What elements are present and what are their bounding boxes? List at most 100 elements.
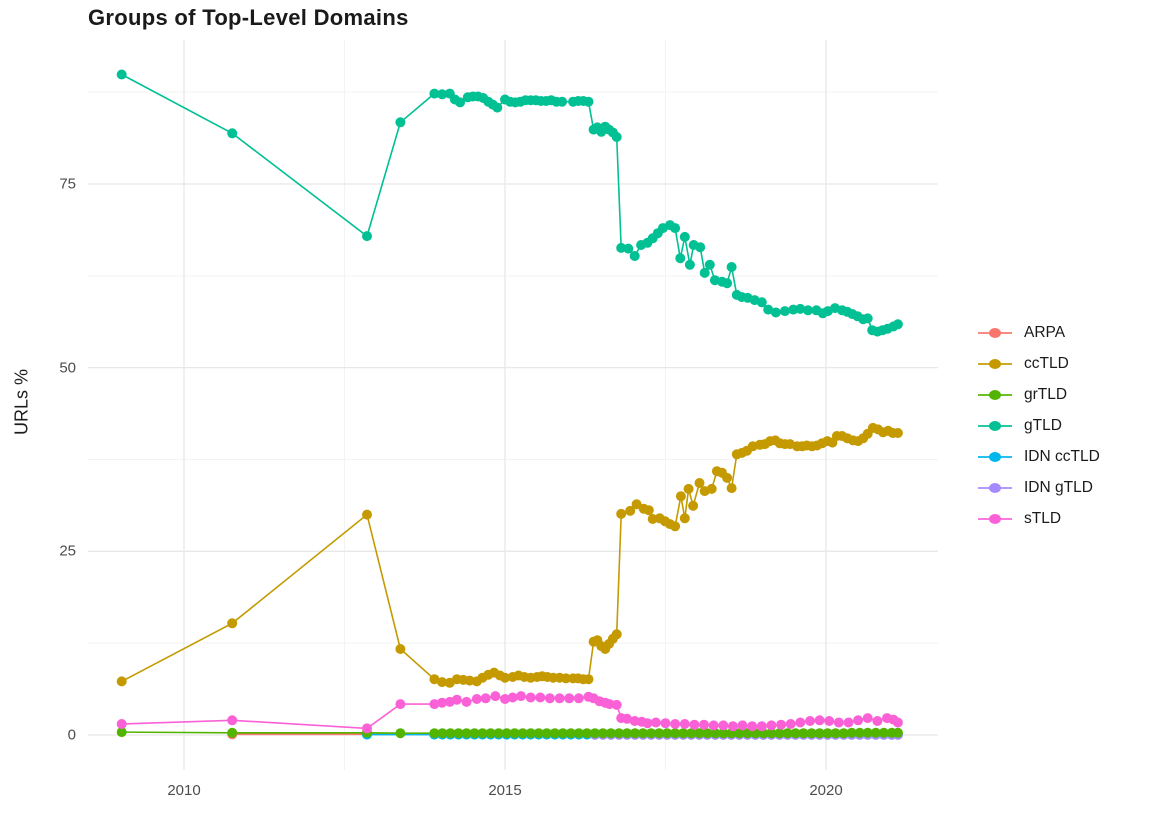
series-grtld-point bbox=[892, 727, 903, 738]
series-stld-point bbox=[660, 718, 671, 729]
series-cctld-point bbox=[616, 508, 627, 519]
series-stld-point bbox=[490, 691, 501, 702]
series-stld-point bbox=[670, 719, 681, 729]
series-grtld-point bbox=[517, 728, 528, 739]
series-stld-point bbox=[650, 717, 661, 728]
series-grtld-point bbox=[573, 728, 584, 739]
series-grtld-point bbox=[461, 728, 472, 739]
series-stld-point bbox=[872, 716, 883, 726]
chart-title: Groups of Top-Level Domains bbox=[88, 5, 409, 30]
series-grtld-point bbox=[702, 728, 713, 739]
series-stld-point bbox=[554, 693, 565, 704]
series-cctld-point bbox=[500, 672, 510, 683]
series-gtld-point bbox=[726, 262, 737, 272]
legend-key-idn-cctld-icon bbox=[978, 451, 1012, 463]
series-cctld-line bbox=[121, 426, 898, 684]
y-tick-label-25: 25 bbox=[59, 542, 76, 560]
series-grtld-point bbox=[630, 728, 640, 739]
series-gtld-point bbox=[795, 303, 806, 314]
series-grtld-point bbox=[469, 728, 480, 739]
series-stld-point bbox=[824, 716, 835, 726]
y-tick-label-75: 75 bbox=[59, 175, 76, 193]
series-stld-point bbox=[642, 718, 653, 729]
series-stld-point bbox=[795, 717, 806, 728]
series-gtld-point bbox=[756, 297, 767, 308]
series-stld-point bbox=[699, 719, 709, 730]
series-stld-point bbox=[573, 693, 584, 704]
legend-item-cctld: ccTLD bbox=[978, 348, 1100, 379]
series-grtld-point bbox=[541, 728, 552, 739]
series-gtld-point bbox=[227, 128, 238, 139]
series-gtld-point bbox=[670, 223, 681, 234]
legend-item-stld: sTLD bbox=[978, 503, 1100, 534]
series-grtld-point bbox=[533, 728, 544, 739]
series-stld-point bbox=[679, 719, 690, 729]
series-cctld-point bbox=[683, 483, 694, 494]
series-stld-point bbox=[843, 717, 854, 728]
series-cctld-point bbox=[395, 644, 406, 654]
series-stld-point bbox=[516, 691, 526, 702]
series-cctld-point bbox=[726, 483, 737, 494]
series-gtld bbox=[116, 69, 903, 337]
series-grtld-point bbox=[774, 728, 785, 739]
legend-key-gtld-icon bbox=[978, 420, 1012, 432]
series-stld-point bbox=[776, 719, 787, 730]
series-stld-point bbox=[727, 721, 738, 732]
series-grtld-point bbox=[501, 728, 512, 739]
series-cctld-point bbox=[362, 509, 372, 520]
series-grtld-point bbox=[581, 728, 592, 739]
series-stld-point bbox=[525, 692, 536, 703]
series-gtld-point bbox=[395, 117, 406, 128]
series-gtld-point bbox=[803, 305, 813, 316]
series-grtld-point bbox=[830, 728, 841, 739]
series-cctld-point bbox=[429, 674, 440, 685]
series-cctld-point bbox=[675, 491, 686, 502]
series-grtld-point bbox=[838, 728, 849, 739]
legend-item-grtld: grTLD bbox=[978, 379, 1100, 410]
series-grtld-point bbox=[694, 728, 705, 739]
series-stld-point bbox=[611, 699, 622, 710]
series-gtld-point bbox=[492, 102, 503, 113]
series-grtld-point bbox=[525, 728, 536, 739]
series-stld-point bbox=[544, 693, 555, 704]
series-stld-point bbox=[718, 720, 729, 731]
series-grtld-point bbox=[846, 727, 857, 738]
series-cctld-point bbox=[561, 673, 571, 684]
legend: ARPA ccTLD grTLD gTLD IDN ccTLD IDN gTLD… bbox=[978, 317, 1100, 534]
series-grtld-point bbox=[227, 727, 238, 738]
series-grtld-point bbox=[549, 728, 560, 739]
series-grtld-point bbox=[870, 727, 881, 738]
series-stld-point bbox=[437, 697, 448, 708]
series-gtld-point bbox=[695, 242, 706, 253]
series-stld-point bbox=[535, 692, 546, 703]
series-gtld-point bbox=[116, 69, 127, 80]
series-grtld-point bbox=[437, 728, 448, 739]
series-cctld-point bbox=[227, 618, 238, 629]
series-grtld-point bbox=[718, 728, 729, 739]
series-stld-point bbox=[708, 720, 719, 731]
series-gtld-point bbox=[362, 231, 372, 242]
series-grtld-point bbox=[862, 727, 873, 738]
series-stld-point bbox=[622, 713, 632, 724]
series-gtld-point bbox=[623, 243, 634, 254]
series-grtld-point bbox=[766, 728, 777, 739]
series-gtld-point bbox=[770, 307, 781, 318]
series-grtld-point bbox=[614, 728, 624, 739]
series-gtld-point bbox=[892, 319, 903, 330]
series-stld-point bbox=[785, 719, 796, 729]
series-stld-point bbox=[429, 699, 440, 710]
legend-label: sTLD bbox=[1024, 509, 1062, 527]
series-cctld-point bbox=[583, 674, 594, 685]
series-stld-point bbox=[766, 720, 777, 731]
legend-item-gtld: gTLD bbox=[978, 410, 1100, 441]
series-grtld-point bbox=[662, 728, 673, 739]
series-cctld-point bbox=[892, 428, 903, 438]
series-gtld-point bbox=[699, 267, 710, 278]
legend-item-arpa: ARPA bbox=[978, 317, 1100, 348]
series-grtld-point bbox=[395, 728, 406, 739]
series-grtld-point bbox=[589, 728, 600, 739]
series-gtld-point bbox=[679, 231, 690, 242]
legend-key-grtld-icon bbox=[978, 389, 1012, 401]
series-cctld-point bbox=[688, 500, 699, 511]
